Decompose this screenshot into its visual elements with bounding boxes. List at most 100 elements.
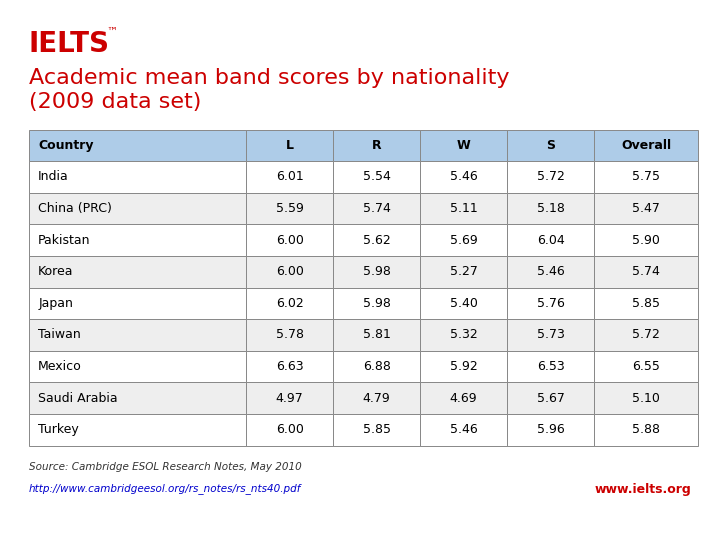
Text: 5.32: 5.32 bbox=[450, 328, 477, 341]
Text: 5.59: 5.59 bbox=[276, 202, 304, 215]
Bar bbox=[246, 256, 333, 287]
Bar bbox=[29, 382, 246, 414]
Text: 6.01: 6.01 bbox=[276, 171, 304, 184]
Text: 5.92: 5.92 bbox=[450, 360, 477, 373]
Text: 5.72: 5.72 bbox=[536, 171, 564, 184]
Text: http://www.cambridgeesol.org/rs_notes/rs_nts40.pdf: http://www.cambridgeesol.org/rs_notes/rs… bbox=[29, 483, 301, 494]
Bar bbox=[246, 193, 333, 225]
Text: Pakistan: Pakistan bbox=[38, 234, 91, 247]
Text: 6.00: 6.00 bbox=[276, 234, 304, 247]
Bar bbox=[333, 319, 420, 351]
Text: China (PRC): China (PRC) bbox=[38, 202, 112, 215]
Text: 5.78: 5.78 bbox=[276, 328, 304, 341]
Text: 5.88: 5.88 bbox=[632, 423, 660, 436]
Text: IELTS: IELTS bbox=[29, 30, 109, 58]
Text: Japan: Japan bbox=[38, 297, 73, 310]
Text: 6.04: 6.04 bbox=[536, 234, 564, 247]
Bar bbox=[507, 193, 594, 225]
Bar bbox=[29, 256, 246, 287]
Text: S: S bbox=[546, 139, 555, 152]
Bar bbox=[333, 351, 420, 382]
Text: 5.98: 5.98 bbox=[363, 297, 390, 310]
Text: 5.67: 5.67 bbox=[536, 392, 564, 404]
Text: 5.11: 5.11 bbox=[450, 202, 477, 215]
Bar bbox=[594, 161, 698, 193]
Bar bbox=[507, 256, 594, 287]
Text: 4.69: 4.69 bbox=[450, 392, 477, 404]
Text: 6.00: 6.00 bbox=[276, 265, 304, 278]
Text: 5.62: 5.62 bbox=[363, 234, 390, 247]
Bar bbox=[420, 414, 507, 445]
Bar bbox=[246, 161, 333, 193]
Bar bbox=[420, 161, 507, 193]
Bar bbox=[333, 382, 420, 414]
Text: Turkey: Turkey bbox=[38, 423, 79, 436]
Text: 6.55: 6.55 bbox=[632, 360, 660, 373]
Text: 5.73: 5.73 bbox=[536, 328, 564, 341]
Text: 5.54: 5.54 bbox=[363, 171, 390, 184]
Text: 5.47: 5.47 bbox=[632, 202, 660, 215]
Bar bbox=[420, 130, 507, 161]
Text: Academic mean band scores by nationality: Academic mean band scores by nationality bbox=[29, 68, 509, 87]
Text: Overall: Overall bbox=[621, 139, 671, 152]
Bar bbox=[420, 225, 507, 256]
Bar bbox=[420, 382, 507, 414]
Bar bbox=[333, 225, 420, 256]
Text: 5.46: 5.46 bbox=[450, 423, 477, 436]
Bar bbox=[333, 193, 420, 225]
Bar bbox=[29, 414, 246, 445]
Bar bbox=[420, 193, 507, 225]
Bar bbox=[333, 161, 420, 193]
Bar bbox=[29, 287, 246, 319]
Text: ™: ™ bbox=[107, 27, 117, 37]
Bar bbox=[420, 351, 507, 382]
Bar bbox=[29, 225, 246, 256]
Text: 4.79: 4.79 bbox=[363, 392, 390, 404]
Text: 5.74: 5.74 bbox=[632, 265, 660, 278]
Bar bbox=[507, 130, 594, 161]
Bar bbox=[246, 287, 333, 319]
Text: 5.75: 5.75 bbox=[632, 171, 660, 184]
Text: 5.98: 5.98 bbox=[363, 265, 390, 278]
Bar bbox=[333, 256, 420, 287]
Bar bbox=[507, 319, 594, 351]
Text: 5.46: 5.46 bbox=[450, 171, 477, 184]
Bar bbox=[333, 130, 420, 161]
Bar bbox=[507, 161, 594, 193]
Text: 5.27: 5.27 bbox=[450, 265, 477, 278]
Bar bbox=[594, 256, 698, 287]
Text: L: L bbox=[286, 139, 294, 152]
Bar bbox=[594, 193, 698, 225]
Bar bbox=[246, 319, 333, 351]
Text: 5.10: 5.10 bbox=[632, 392, 660, 404]
Bar bbox=[507, 351, 594, 382]
Text: 5.74: 5.74 bbox=[363, 202, 390, 215]
Text: Saudi Arabia: Saudi Arabia bbox=[38, 392, 118, 404]
Text: www.ielts.org: www.ielts.org bbox=[595, 483, 691, 496]
Bar bbox=[594, 287, 698, 319]
Text: 5.85: 5.85 bbox=[632, 297, 660, 310]
Text: 5.81: 5.81 bbox=[363, 328, 390, 341]
Bar bbox=[246, 130, 333, 161]
Bar bbox=[420, 319, 507, 351]
Bar bbox=[246, 351, 333, 382]
Text: Mexico: Mexico bbox=[38, 360, 82, 373]
Bar bbox=[333, 287, 420, 319]
Text: 5.96: 5.96 bbox=[536, 423, 564, 436]
Text: 6.63: 6.63 bbox=[276, 360, 304, 373]
Text: 5.76: 5.76 bbox=[536, 297, 564, 310]
Text: (2009 data set): (2009 data set) bbox=[29, 92, 201, 112]
Text: 6.02: 6.02 bbox=[276, 297, 304, 310]
Text: Korea: Korea bbox=[38, 265, 73, 278]
Text: 5.90: 5.90 bbox=[632, 234, 660, 247]
Text: 5.46: 5.46 bbox=[536, 265, 564, 278]
Bar bbox=[420, 287, 507, 319]
Bar bbox=[246, 382, 333, 414]
Text: 5.40: 5.40 bbox=[450, 297, 477, 310]
Text: India: India bbox=[38, 171, 69, 184]
Text: W: W bbox=[456, 139, 470, 152]
Bar bbox=[29, 193, 246, 225]
Bar bbox=[594, 351, 698, 382]
Text: Source: Cambridge ESOL Research Notes, May 2010: Source: Cambridge ESOL Research Notes, M… bbox=[29, 462, 302, 472]
Text: 6.00: 6.00 bbox=[276, 423, 304, 436]
